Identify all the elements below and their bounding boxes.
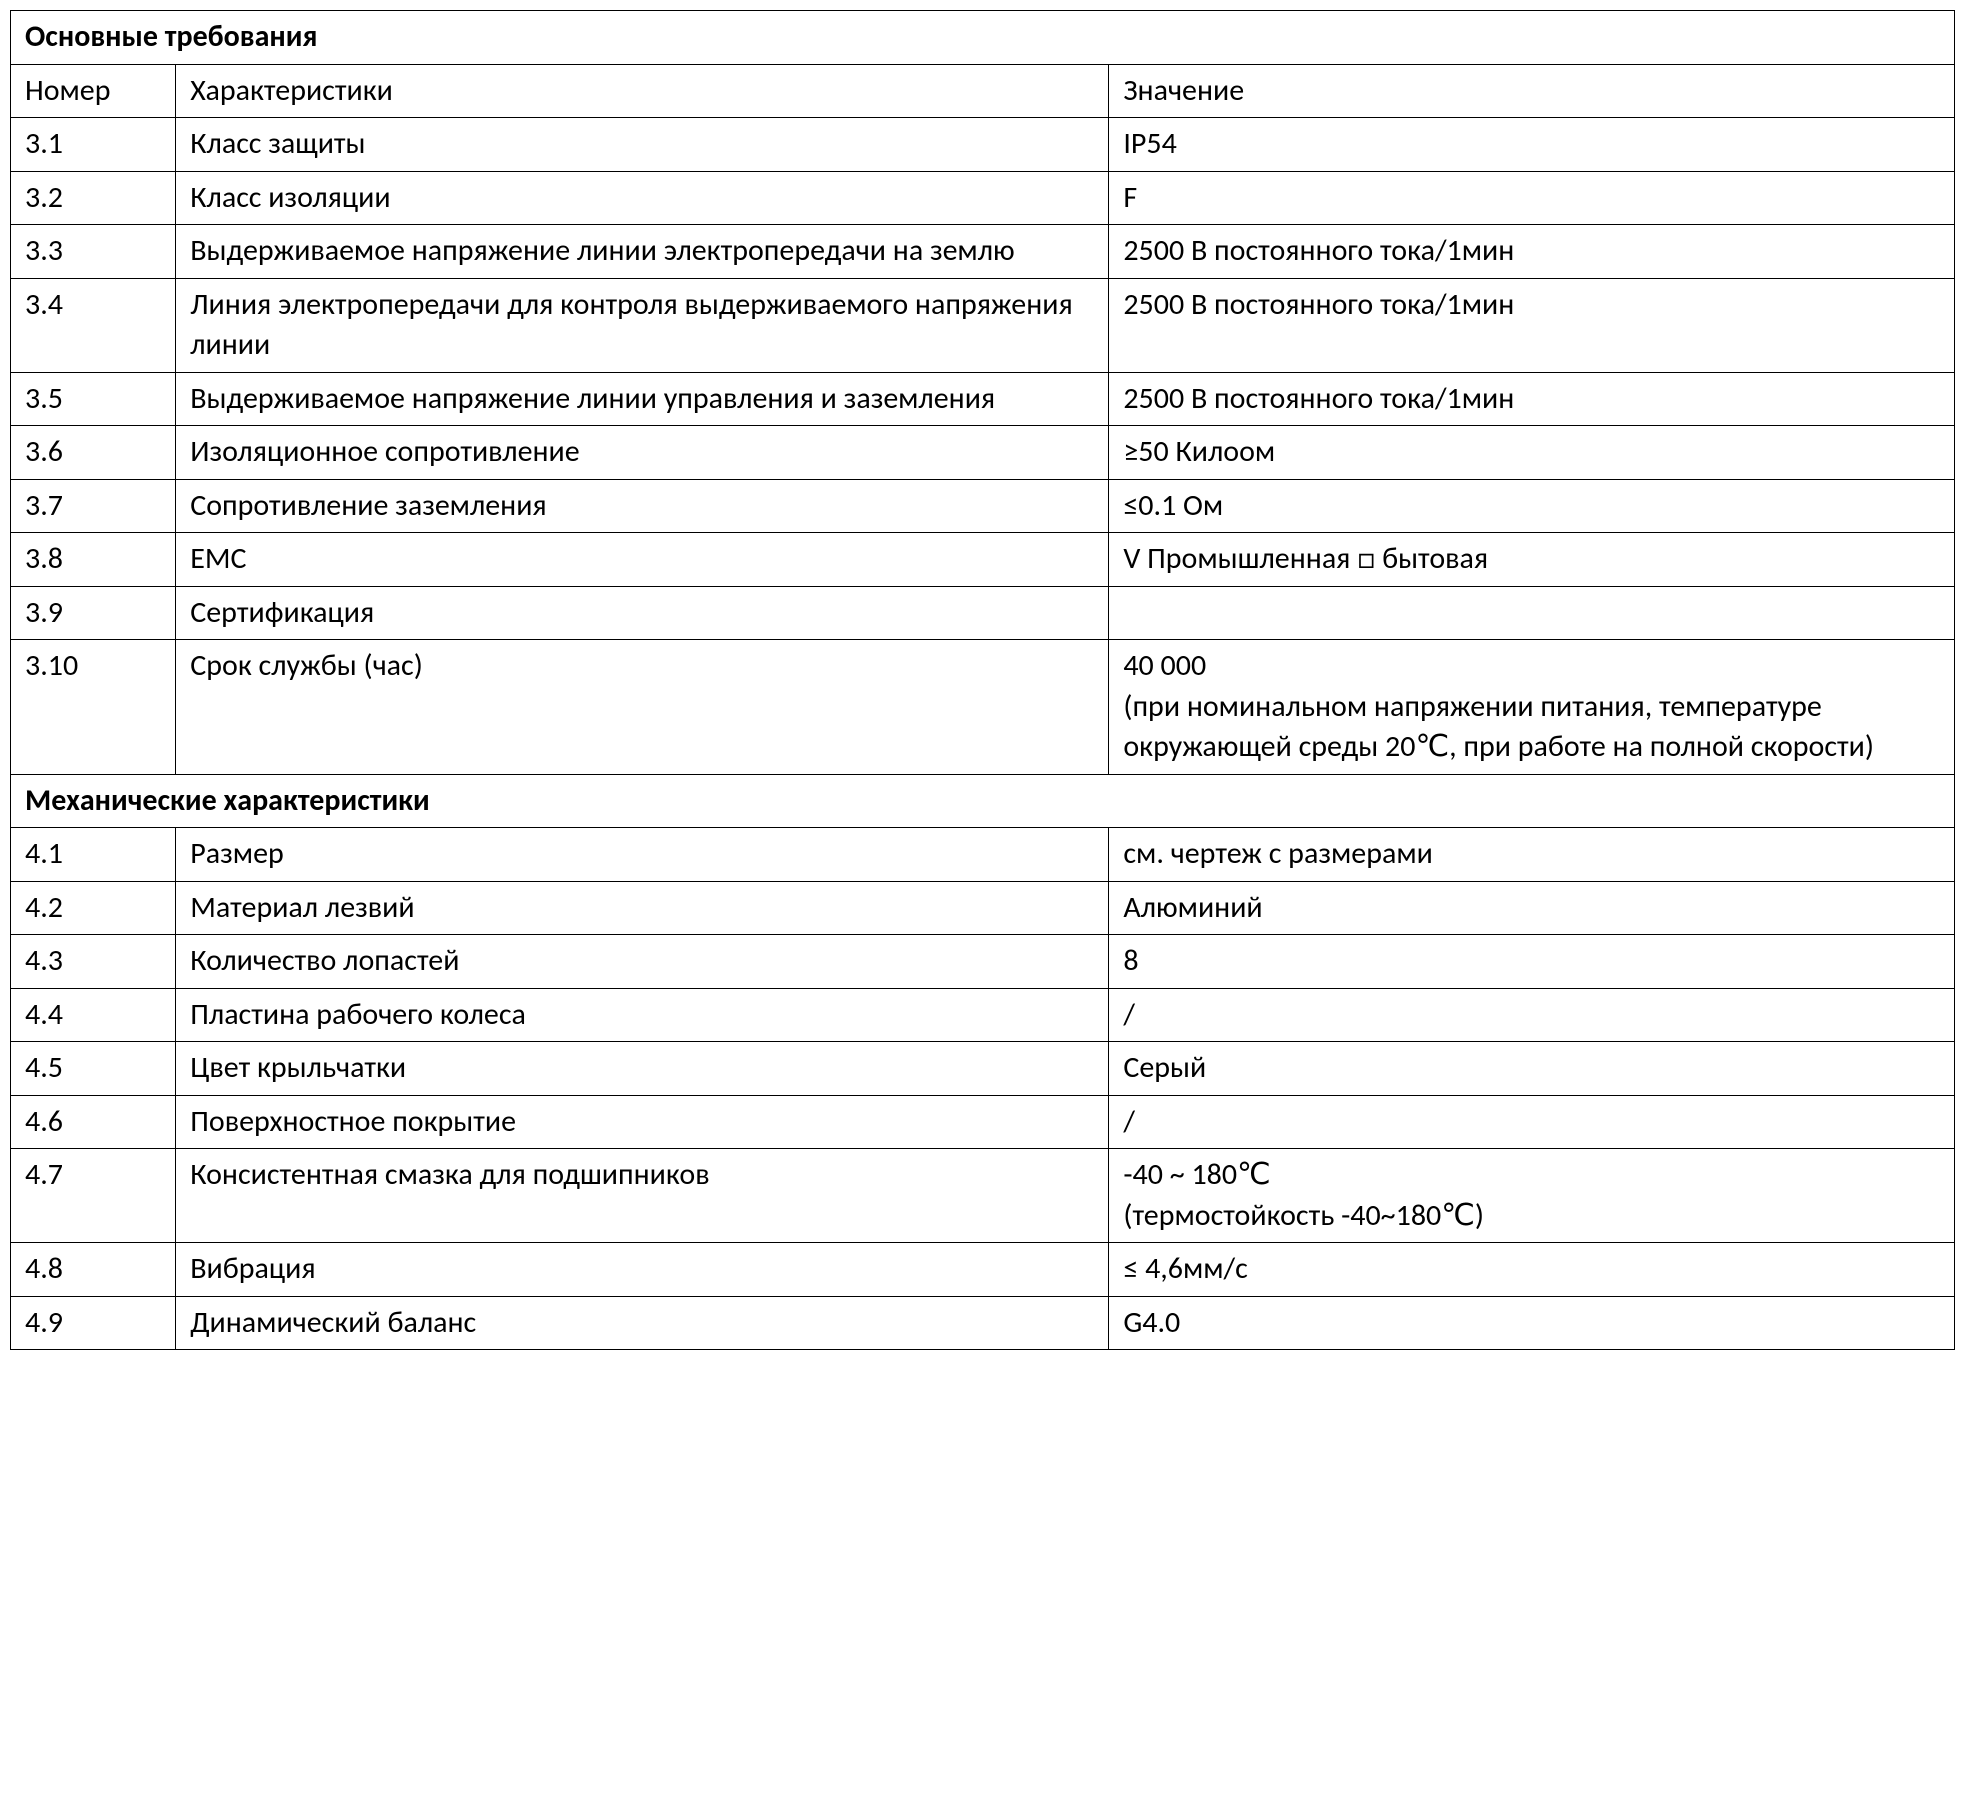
characteristic-cell: Сертификация xyxy=(176,586,1109,640)
row-number-cell: 3.7 xyxy=(11,479,176,533)
row-number-cell: 4.7 xyxy=(11,1149,176,1243)
value-cell: Серый xyxy=(1109,1042,1955,1096)
table-row: 4.5Цвет крыльчаткиСерый xyxy=(11,1042,1955,1096)
value-cell: 2500 В постоянного тока/1мин xyxy=(1109,372,1955,426)
row-number-cell: 4.2 xyxy=(11,881,176,935)
table-row: 4.4Пластина рабочего колеса/ xyxy=(11,988,1955,1042)
characteristic-cell: Материал лезвий xyxy=(176,881,1109,935)
table-row: 3.6Изоляционное сопротивление≥50 Килоом xyxy=(11,426,1955,480)
row-number-cell: 4.3 xyxy=(11,935,176,989)
characteristic-cell: Сопротивление заземления xyxy=(176,479,1109,533)
column-header-cell: Значение xyxy=(1109,64,1955,118)
characteristic-cell: Выдерживаемое напряжение линии электропе… xyxy=(176,225,1109,279)
spec-table-body: Основные требованияНомерХарактеристикиЗн… xyxy=(11,11,1955,1350)
characteristic-cell: Линия электропередачи для контроля выдер… xyxy=(176,278,1109,372)
row-number-cell: 3.8 xyxy=(11,533,176,587)
table-row: 4.6Поверхностное покрытие/ xyxy=(11,1095,1955,1149)
row-number-cell: 3.6 xyxy=(11,426,176,480)
column-header-cell: Характеристики xyxy=(176,64,1109,118)
value-cell: -40 ~ 180℃ (термостойкость -40~180℃) xyxy=(1109,1149,1955,1243)
row-number-cell: 4.6 xyxy=(11,1095,176,1149)
value-cell: ≥50 Килоом xyxy=(1109,426,1955,480)
value-cell: 8 xyxy=(1109,935,1955,989)
section-title-row: Основные требования xyxy=(11,11,1955,65)
table-row: 3.5Выдерживаемое напряжение линии управл… xyxy=(11,372,1955,426)
characteristic-cell: Количество лопастей xyxy=(176,935,1109,989)
value-cell: 2500 В постоянного тока/1мин xyxy=(1109,278,1955,372)
characteristic-cell: Класс защиты xyxy=(176,118,1109,172)
value-cell: 2500 В постоянного тока/1мин xyxy=(1109,225,1955,279)
section-title-row: Механические характеристики xyxy=(11,774,1955,828)
value-cell: F xyxy=(1109,171,1955,225)
row-number-cell: 4.4 xyxy=(11,988,176,1042)
table-row: 3.4Линия электропередачи для контроля вы… xyxy=(11,278,1955,372)
table-row: 4.7Консистентная смазка для подшипников-… xyxy=(11,1149,1955,1243)
value-cell xyxy=(1109,586,1955,640)
row-number-cell: 3.10 xyxy=(11,640,176,775)
table-row: 4.9Динамический балансG4.0 xyxy=(11,1296,1955,1350)
table-row: 4.2Материал лезвийАлюминий xyxy=(11,881,1955,935)
table-row: 3.8EMCV Промышленная □ бытовая xyxy=(11,533,1955,587)
characteristic-cell: Выдерживаемое напряжение линии управлени… xyxy=(176,372,1109,426)
row-number-cell: 4.1 xyxy=(11,828,176,882)
row-number-cell: 3.3 xyxy=(11,225,176,279)
table-row: 3.7Сопротивление заземления≤0.1 Ом xyxy=(11,479,1955,533)
characteristic-cell: Поверхностное покрытие xyxy=(176,1095,1109,1149)
characteristic-cell: Пластина рабочего колеса xyxy=(176,988,1109,1042)
characteristic-cell: Динамический баланс xyxy=(176,1296,1109,1350)
characteristic-cell: Размер xyxy=(176,828,1109,882)
value-cell: 40 000 (при номинальном напряжении питан… xyxy=(1109,640,1955,775)
row-number-cell: 3.2 xyxy=(11,171,176,225)
row-number-cell: 3.1 xyxy=(11,118,176,172)
row-number-cell: 3.4 xyxy=(11,278,176,372)
value-cell: G4.0 xyxy=(1109,1296,1955,1350)
value-cell: см. чертеж с размерами xyxy=(1109,828,1955,882)
value-cell: ≤0.1 Ом xyxy=(1109,479,1955,533)
characteristic-cell: Класс изоляции xyxy=(176,171,1109,225)
table-row: 4.1Размерсм. чертеж с размерами xyxy=(11,828,1955,882)
value-cell: / xyxy=(1109,1095,1955,1149)
row-number-cell: 3.9 xyxy=(11,586,176,640)
table-row: 4.8Вибрация≤ 4,6мм/с xyxy=(11,1243,1955,1297)
table-row: 4.3Количество лопастей8 xyxy=(11,935,1955,989)
value-cell: IP54 xyxy=(1109,118,1955,172)
section-title-cell: Основные требования xyxy=(11,11,1955,65)
value-cell: Алюминий xyxy=(1109,881,1955,935)
column-header-cell: Номер xyxy=(11,64,176,118)
table-row: 3.2Класс изоляцииF xyxy=(11,171,1955,225)
row-number-cell: 4.8 xyxy=(11,1243,176,1297)
characteristic-cell: EMC xyxy=(176,533,1109,587)
table-row: 3.10Срок службы (час)40 000 (при номинал… xyxy=(11,640,1955,775)
characteristic-cell: Консистентная смазка для подшипников xyxy=(176,1149,1109,1243)
characteristic-cell: Цвет крыльчатки xyxy=(176,1042,1109,1096)
column-header-row: НомерХарактеристикиЗначение xyxy=(11,64,1955,118)
characteristic-cell: Вибрация xyxy=(176,1243,1109,1297)
table-row: 3.1Класс защитыIP54 xyxy=(11,118,1955,172)
row-number-cell: 3.5 xyxy=(11,372,176,426)
characteristic-cell: Срок службы (час) xyxy=(176,640,1109,775)
value-cell: V Промышленная □ бытовая xyxy=(1109,533,1955,587)
characteristic-cell: Изоляционное сопротивление xyxy=(176,426,1109,480)
value-cell: ≤ 4,6мм/с xyxy=(1109,1243,1955,1297)
row-number-cell: 4.9 xyxy=(11,1296,176,1350)
spec-table: Основные требованияНомерХарактеристикиЗн… xyxy=(10,10,1955,1350)
section-title-cell: Механические характеристики xyxy=(11,774,1955,828)
table-row: 3.9Сертификация xyxy=(11,586,1955,640)
table-row: 3.3Выдерживаемое напряжение линии электр… xyxy=(11,225,1955,279)
row-number-cell: 4.5 xyxy=(11,1042,176,1096)
value-cell: / xyxy=(1109,988,1955,1042)
